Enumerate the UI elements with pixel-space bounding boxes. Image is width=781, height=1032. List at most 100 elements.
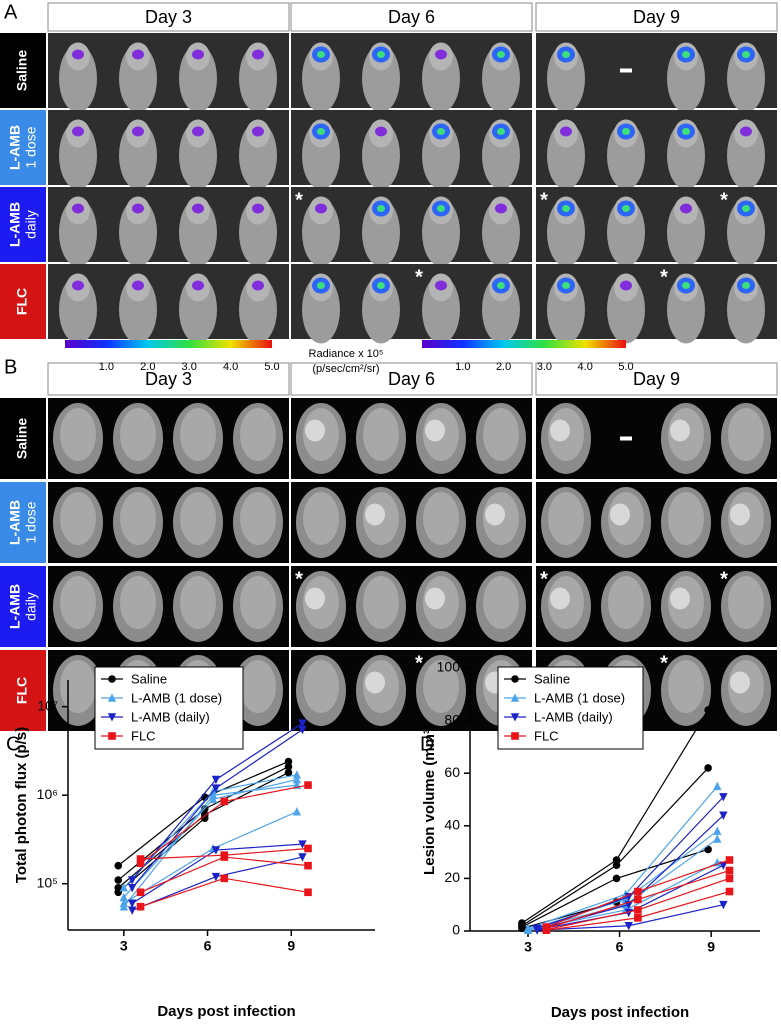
bioluminescence-core [497,128,505,135]
bioluminescence [72,280,84,291]
brain-inner [668,492,704,545]
group-label: 1 dose [23,126,39,168]
group-label: Saline [14,50,30,91]
bioluminescence-core [562,205,570,212]
bioluminescence [495,203,507,214]
brain-inner [240,408,276,461]
data-point [704,764,712,772]
bioluminescence-core [742,205,750,212]
asterisk: * [540,189,548,211]
day-header-text: Day 6 [388,369,435,389]
data-point [304,888,312,897]
brain-inner [60,660,96,713]
bioluminescence-core [377,282,385,289]
bioluminescence [132,280,144,291]
bioluminescence [132,49,144,60]
y-tick-label: 0 [452,922,460,938]
lesion [670,419,690,442]
data-point [304,781,312,789]
brain-inner [60,576,96,629]
bioluminescence [252,280,264,291]
y-tick-label: 10⁵ [37,874,58,890]
brain-inner [423,492,459,545]
legend-marker [107,693,117,702]
bioluminescence [560,126,572,137]
data-point [298,840,307,849]
bioluminescence [192,49,204,60]
colorbar-tick-label: 1.0 [99,361,114,373]
day-header [290,362,533,396]
lesion [305,587,325,610]
lesion [550,419,570,442]
data-point [211,872,221,882]
group-label-box [0,482,46,563]
data-point [624,893,633,902]
data-point [119,892,128,902]
colorbar-tick-label: 5.0 [618,361,633,373]
day-header-text: Day 3 [145,369,192,389]
data-point [612,856,621,864]
data-point [136,902,145,911]
x-tick-label: 9 [707,939,715,955]
y-tick-label: 20 [444,869,460,885]
bioluminescence-core [377,205,385,212]
bioluminescence [252,126,264,137]
data-point [725,874,734,883]
day-header [290,2,533,32]
colorbar-title: Radiance x 10⁵ [309,348,384,360]
y-tick-label: 60 [444,764,460,780]
panel-label: B [4,356,17,378]
y-tick-label: 100 [437,659,461,675]
brain-inner [548,492,584,545]
data-point [211,775,221,785]
asterisk: * [720,568,728,590]
data-point [634,914,642,922]
asterisk: * [415,652,423,674]
group-label: L-AMB [7,125,23,170]
bioluminescence-core [622,205,630,212]
brain-inner [240,492,276,545]
legend-label: FLC [534,728,559,743]
data-point [725,866,734,875]
data-point [211,784,221,793]
brain-inner [60,492,96,545]
brain-inner [423,660,459,713]
data-point [220,797,229,806]
data-point [542,926,551,935]
legend-marker [108,732,116,740]
data-point [624,921,633,931]
data-point [114,861,123,870]
data-point [725,887,734,896]
data-point [298,853,307,862]
group-label: FLC [14,677,30,704]
data-point [304,861,312,870]
lesion [365,503,385,526]
data-point [612,874,621,883]
brain-inner [608,576,644,629]
bioluminescence [132,126,144,137]
brain-inner [483,576,519,629]
legend-marker [511,675,519,683]
bioluminescence-core [562,282,570,289]
lesion [425,419,445,442]
x-axis-title: Days post infection [157,1003,295,1020]
data-point [634,887,642,896]
dead-mark [620,68,632,73]
legend-marker [107,713,117,722]
colorbar-tick-label: 2.0 [496,361,511,373]
legend-label: L-AMB (1 dose) [131,690,222,705]
bioluminescence-core [377,51,385,58]
bioluminescence [252,203,264,214]
brain-inner [303,660,339,713]
bioluminescence [435,49,447,60]
colorbar-unit: (p/sec/cm²/sr) [312,363,379,375]
day-header [47,2,290,32]
group-label-box [0,566,46,647]
brain-inner [180,492,216,545]
legend-label: L-AMB (daily) [131,709,210,724]
data-point [128,876,137,885]
legend-marker [108,675,116,683]
y-tick-label: 80 [444,711,460,727]
asterisk: * [295,189,303,211]
bioluminescence-core [437,128,445,135]
